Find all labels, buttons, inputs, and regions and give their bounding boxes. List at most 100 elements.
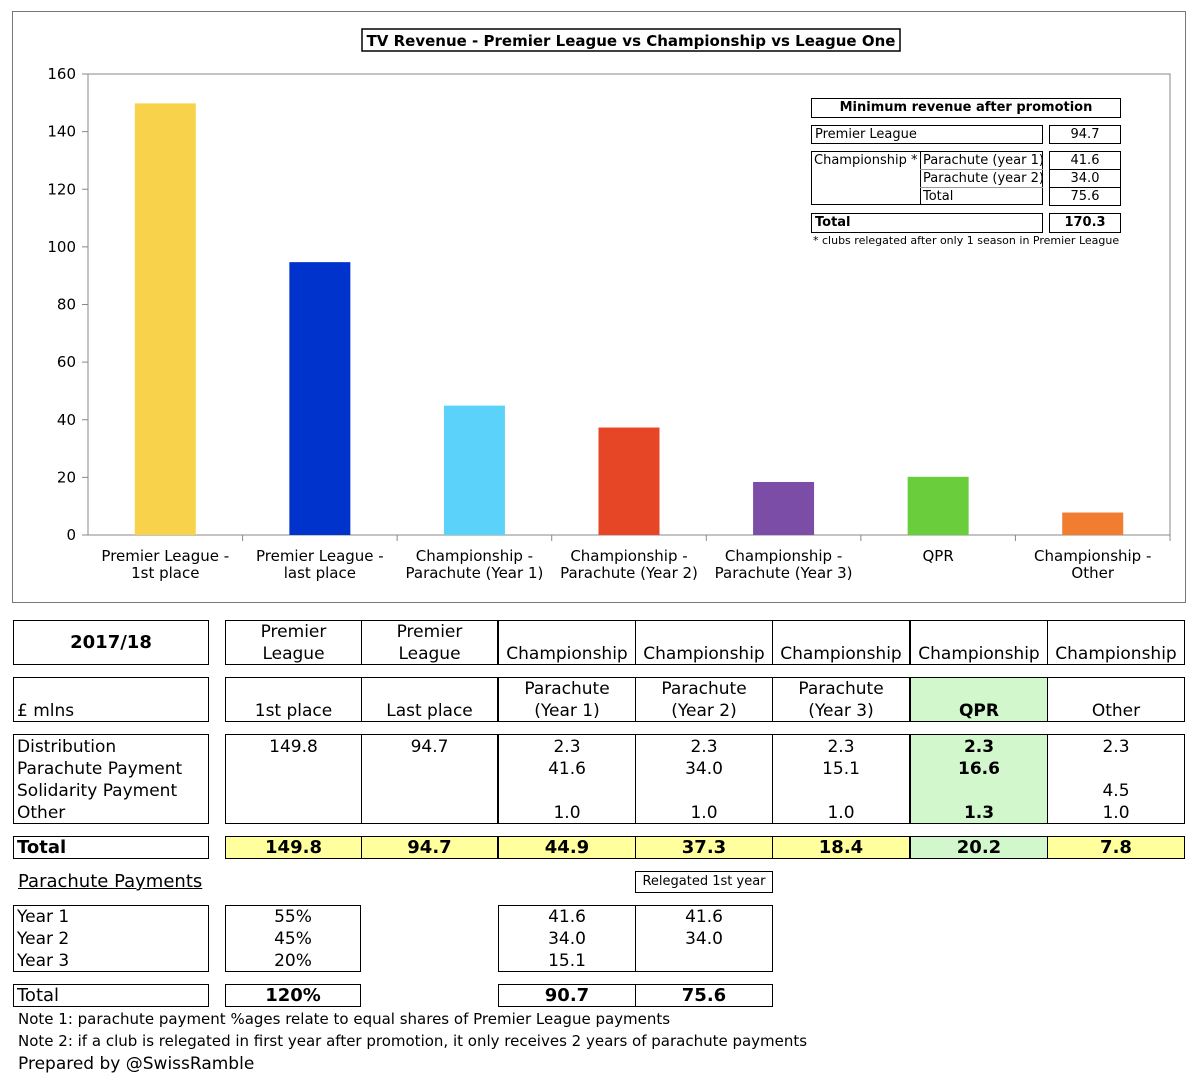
column-subhead: Last place — [386, 701, 473, 721]
relegated-year-2: 34.0 — [685, 929, 723, 949]
standard-year-3: 15.1 — [548, 951, 586, 971]
value-cell: 1.0 — [1102, 803, 1130, 823]
x-tick-label: Premier League - — [256, 547, 384, 565]
value-column: 2.3 15.1 1.0 — [772, 734, 910, 824]
inset-pl-value: 94.7 — [1049, 125, 1121, 144]
column-subhead: QPR — [958, 701, 999, 721]
row-label-distribution: Distribution — [17, 737, 117, 757]
inset-total-label: Total — [811, 213, 1043, 233]
column-subhead-cell: Parachute (Year 1) — [498, 677, 636, 722]
parachute-heading: Parachute Payments — [18, 871, 203, 892]
league-header-cell: Championship — [635, 620, 773, 665]
inset-parachute-y2-value: 34.0 — [1049, 169, 1121, 188]
league-name: Championship — [780, 644, 902, 664]
bar — [907, 476, 969, 535]
chart-title: TV Revenue - Premier League vs Champions… — [367, 32, 896, 50]
value-cell: 2.3 — [1102, 737, 1130, 757]
standard-year-2: 34.0 — [548, 929, 586, 949]
value-cell: 41.6 — [548, 759, 586, 779]
y-tick-label: 80 — [57, 296, 76, 314]
league-name: Championship — [918, 644, 1040, 664]
row-label-other: Other — [17, 803, 66, 823]
x-tick-label: 1st place — [131, 564, 199, 582]
x-tick-label: Championship - — [416, 547, 533, 565]
season-cell: 2017/18 — [13, 620, 209, 665]
inset-footnote: * clubs relegated after only 1 season in… — [813, 234, 1120, 247]
value-cell: 1.0 — [690, 803, 718, 823]
league-name: Championship — [643, 644, 765, 664]
inset-parachute-y1-label: Parachute (year 1) — [923, 153, 1044, 168]
league-name: League — [262, 644, 325, 664]
parachute-total-label: Total — [13, 984, 209, 1007]
chart-frame: TV Revenue - Premier League vs Champions… — [12, 11, 1186, 603]
value-cell: 2.3 — [827, 737, 855, 757]
total-value: 7.8 — [1047, 836, 1185, 859]
y-tick-label: 100 — [47, 238, 76, 256]
column-subhead-cell: QPR — [910, 677, 1048, 722]
y-tick-label: 60 — [57, 353, 76, 371]
total-value: 94.7 — [361, 836, 498, 859]
chart-title-box — [361, 28, 901, 52]
total-label-cell: Total — [13, 836, 209, 859]
total-value: 18.4 — [772, 836, 910, 859]
parachute-total-percent: 120% — [225, 984, 361, 1007]
value-column: 2.3 34.0 1.0 — [635, 734, 773, 824]
x-tick-label: Other — [1071, 564, 1114, 582]
row-label-parachute: Parachute Payment — [17, 759, 183, 779]
x-tick-label: Championship - — [1034, 547, 1151, 565]
league-name: League — [398, 644, 461, 664]
year-1-label: Year 1 — [17, 907, 70, 927]
total-value: 37.3 — [635, 836, 773, 859]
value-column: 2.3 41.6 1.0 — [498, 734, 636, 824]
units-label: £ mlns — [17, 701, 75, 721]
x-tick-label: last place — [284, 564, 356, 582]
standard-year-1: 41.6 — [548, 907, 586, 927]
note-1: Note 1: parachute payment %ages relate t… — [18, 1010, 671, 1028]
relegated-label: Relegated 1st year — [635, 871, 773, 893]
parachute-standard-cell: 41.6 34.0 15.1 — [498, 905, 636, 972]
league-name: Premier — [396, 622, 463, 642]
parachute-years-cell: Year 1 Year 2 Year 3 — [13, 905, 209, 972]
bar-chart: TV Revenue - Premier League vs Champions… — [47, 28, 1171, 582]
league-name: Championship — [506, 644, 628, 664]
y-tick-label: 20 — [57, 468, 76, 486]
y-tick-label: 140 — [47, 123, 76, 141]
league-header-cell: Championship — [498, 620, 636, 665]
column-subhead: (Year 3) — [808, 701, 874, 721]
inset-subtotal-value: 75.6 — [1049, 187, 1121, 206]
percent-year-3: 20% — [274, 951, 312, 971]
y-tick-label: 160 — [47, 65, 76, 83]
value-column: 94.7 — [361, 734, 498, 824]
inset-sep-1 — [920, 169, 1043, 170]
relegated-year-1: 41.6 — [685, 907, 723, 927]
x-tick-label: QPR — [923, 547, 954, 565]
league-header-cell: Premier League — [361, 620, 498, 665]
league-header-cell: Championship — [772, 620, 910, 665]
total-value: 44.9 — [498, 836, 636, 859]
column-subhead-cell: Other — [1047, 677, 1185, 722]
row-labels-cell: Distribution Parachute Payment Solidarit… — [13, 734, 209, 824]
value-cell: 2.3 — [690, 737, 718, 757]
value-cell: 2.3 — [553, 737, 581, 757]
column-subhead-cell: Parachute (Year 3) — [772, 677, 910, 722]
inset-ch-divider — [920, 151, 921, 205]
column-subhead: (Year 2) — [671, 701, 737, 721]
league-name: Championship — [1055, 644, 1177, 664]
total-value: 20.2 — [910, 836, 1048, 859]
league-header-cell: Championship — [1047, 620, 1185, 665]
column-subhead: Parachute — [661, 679, 747, 699]
percent-year-2: 45% — [274, 929, 312, 949]
value-cell: 16.6 — [958, 759, 1000, 779]
x-tick-label: Parachute (Year 2) — [560, 564, 698, 582]
total-value: 149.8 — [225, 836, 362, 859]
league-header-cell: Premier League — [225, 620, 362, 665]
value-cell: 2.3 — [963, 737, 995, 757]
bar — [443, 405, 505, 535]
parachute-relegated-cell: 41.6 34.0 — [635, 905, 773, 972]
note-2: Note 2: if a club is relegated in first … — [18, 1032, 808, 1050]
value-cell: 4.5 — [1102, 781, 1130, 801]
bar — [598, 427, 660, 535]
year-2-label: Year 2 — [17, 929, 70, 949]
value-cell: 149.8 — [269, 737, 318, 757]
credit: Prepared by @SwissRamble — [18, 1054, 255, 1074]
